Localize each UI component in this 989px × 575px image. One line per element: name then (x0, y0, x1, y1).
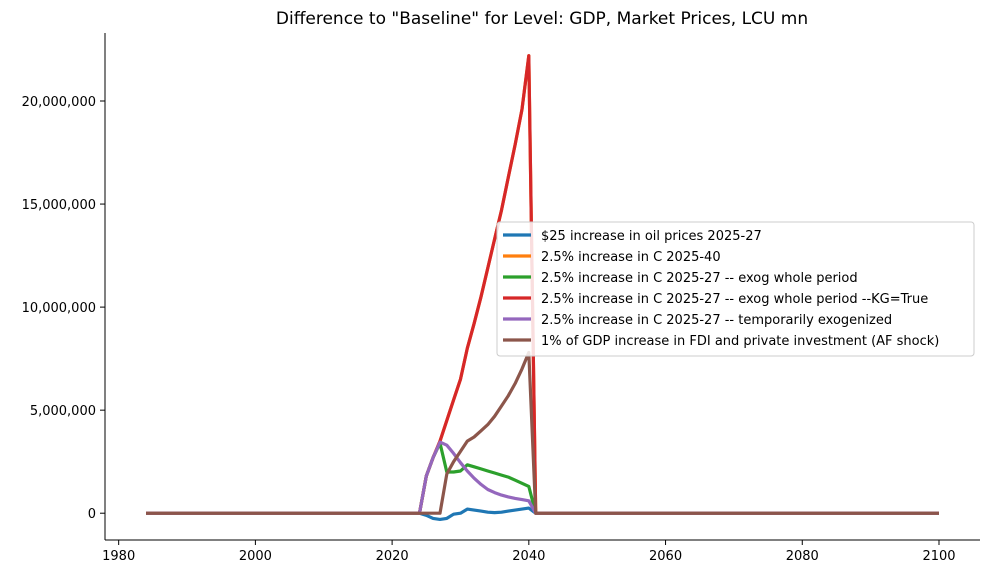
x-tick-label: 1980 (102, 549, 135, 564)
series-line-5 (146, 440, 939, 515)
chart-title: Difference to "Baseline" for Level: GDP,… (276, 9, 808, 29)
legend-label: 2.5% increase in C 2025-27 -- exog whole… (541, 292, 928, 307)
series-line-1 (146, 506, 939, 521)
x-tick-label: 2080 (786, 549, 819, 564)
legend: $25 increase in oil prices 2025-27 2.5% i… (496, 221, 975, 357)
legend-box (496, 221, 975, 357)
y-tick-label: 10,000,000 (22, 301, 96, 316)
x-tick-label: 2060 (649, 549, 682, 564)
legend-label: 2.5% increase in C 2025-27 -- exog whole… (541, 271, 858, 286)
legend-label: 2.5% increase in C 2025-27 -- temporaril… (541, 313, 892, 328)
x-tick-label: 2020 (376, 549, 409, 564)
series-line-6 (146, 350, 939, 515)
y-tick-label: 20,000,000 (22, 95, 96, 110)
series-lines (146, 54, 939, 521)
y-tick-label: 0 (88, 507, 96, 522)
legend-label: 2.5% increase in C 2025-40 (541, 250, 721, 265)
y-tick-label: 15,000,000 (22, 198, 96, 213)
legend-label: 1% of GDP increase in FDI and private in… (541, 334, 939, 349)
x-tick-label: 2040 (512, 549, 545, 564)
axes: 1980 2000 2020 2040 2060 2080 2100 0 5,000,000 10… (22, 33, 980, 564)
series-line-3 (146, 441, 939, 515)
y-tick-label: 5,000,000 (30, 404, 96, 419)
x-tick-label: 2000 (239, 549, 272, 564)
x-tick-label: 2100 (922, 549, 955, 564)
legend-label: $25 increase in oil prices 2025-27 (541, 229, 762, 244)
